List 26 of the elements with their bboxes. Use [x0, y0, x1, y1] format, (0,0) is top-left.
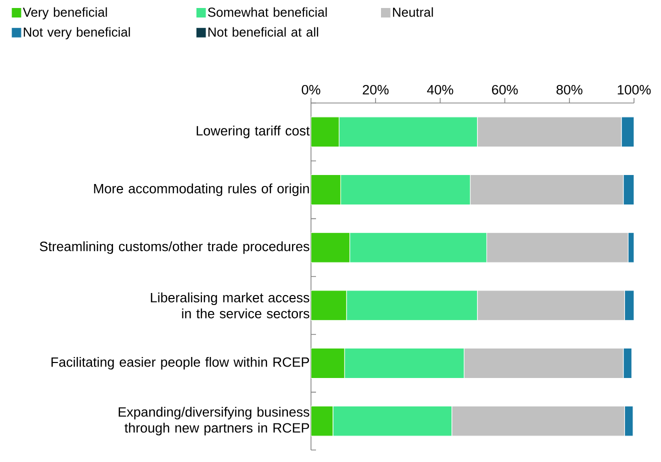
- y-tick-label: More accommodating rules of origin: [94, 183, 309, 196]
- bar: [310, 348, 345, 379]
- legend-label: Very beneficial: [22, 7, 107, 20]
- bar: [310, 232, 350, 263]
- bar: [621, 116, 634, 148]
- bar: [623, 348, 632, 379]
- y-tick-label: Liberalising market access in the service sectors: [150, 292, 310, 318]
- bar: [310, 174, 342, 206]
- bar: [310, 290, 347, 321]
- x-tick-label: 40%: [427, 84, 454, 94]
- y-tick-label: Streamlining customs/other trade procedures: [40, 241, 310, 254]
- y-tick-label: Expanding/diversifying business through new partners in RCEP: [118, 406, 310, 436]
- bar: [623, 174, 634, 206]
- y-tick-label: Facilitating easier people flow within RCEP: [52, 356, 310, 370]
- x-tick-label: 100%: [618, 84, 651, 94]
- legend-label: Not very beneficial: [24, 27, 130, 40]
- bar: [310, 116, 340, 148]
- x-tick-label: 20%: [362, 84, 389, 94]
- legend-label: Somewhat beneficial: [208, 7, 327, 17]
- legend-label: Not beneficial at all: [208, 27, 318, 37]
- x-tick-label: 60%: [492, 84, 518, 94]
- x-tick-label: 80%: [556, 84, 582, 94]
- x-tick-label: 0%: [302, 84, 320, 94]
- bar: [310, 406, 334, 436]
- y-tick-label: Lowering tariff cost: [196, 126, 310, 138]
- legend-label: Neutral: [393, 7, 433, 17]
